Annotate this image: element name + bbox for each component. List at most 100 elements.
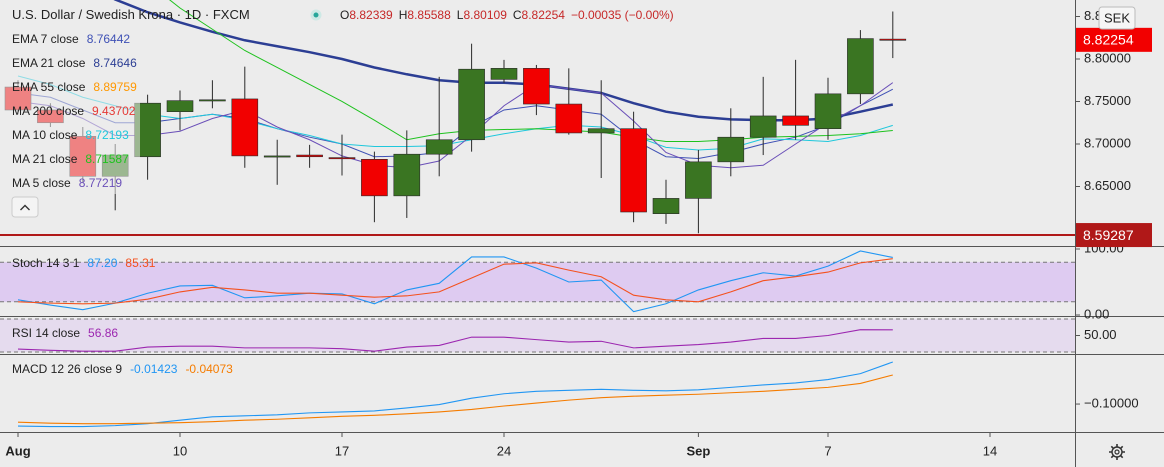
indicator-value: 9.43702 [92,104,136,118]
ohlc-value: 8.82339 [349,8,393,22]
indicator-legend: MA 200 close 9.43702 [12,104,136,118]
collapse-legend-button[interactable] [11,196,39,218]
ohlc-value: 8.82254 [522,8,566,22]
legend-value: -0.01423 [130,362,178,376]
y-tick-label: −0.10000 [1084,395,1139,410]
y-tick-label: 8.75000 [1084,93,1131,108]
indicator-name: EMA 55 close [12,80,86,94]
gear-teeth[interactable] [1109,444,1125,460]
indicator-line [17,88,894,159]
legend-backdrop [4,28,140,194]
candle-body [652,198,680,214]
indicator-line [113,0,894,122]
settings-button[interactable] [1109,444,1125,460]
candle-body [231,98,259,157]
ohlc-value: 8.80109 [463,8,507,22]
currency-button[interactable]: SEK [1098,6,1136,30]
candle-body [263,155,291,158]
indicator-line [17,250,893,313]
collapse-button-box[interactable] [11,196,39,218]
indicator-legend: EMA 55 close 8.89759 [12,80,137,94]
indicator-name: EMA 21 close [12,56,86,70]
indicator-legend: EMA 21 close 8.74646 [12,56,137,70]
ohlc-legend: O8.82339 H8.85588 L8.80109 C8.82254 −0.00035… [340,8,674,22]
indicator-line [17,329,893,352]
candle-body [879,38,907,41]
gear-hub[interactable] [1114,449,1120,455]
ohlc-label: L [457,8,464,22]
candle-body [199,99,226,102]
x-tick-label: 24 [497,443,511,458]
axes: Aug101724Sep7148.850008.800008.750008.70… [5,8,1152,458]
currency-button-box[interactable] [1098,6,1136,30]
candle-body [587,128,615,134]
x-tick-label: 7 [824,443,831,458]
legend-value: -0.04073 [185,362,233,376]
y-tick-label: 8.70000 [1084,135,1131,150]
price-marker-label: 8.59287 [1083,227,1134,243]
indicator-value: 8.76442 [87,32,131,46]
y-tick-label: 8.80000 [1084,50,1131,65]
candle-body [361,158,388,197]
pane-title: MACD 12 26 close 9 [12,362,122,376]
candle-body [328,157,356,160]
candle-body [782,115,809,126]
candle-body [814,93,842,129]
ohlc-label: C [513,8,522,22]
indicator-legend: MA 5 close 8.77219 [12,176,122,190]
candle-body [490,68,518,80]
candle-body [685,161,712,199]
market-status-dot [310,9,322,21]
indicator-name: MA 5 close [12,176,71,190]
indicator-line [17,374,893,425]
change-value: −0.00035 (−0.00%) [571,8,674,22]
y-tick-label: 50.00 [1084,327,1117,342]
legend-value: 87.20 [87,256,117,270]
indicator-name: MA 200 close [12,104,84,118]
y-tick-label: 0.00 [1084,306,1109,321]
candle-body [393,153,421,197]
y-tick-label: 8.65000 [1084,178,1131,193]
ohlc-value: 8.85588 [407,8,451,22]
indicator-name: MA 10 close [12,128,78,142]
indicator-value: 8.77219 [79,176,123,190]
pane-legend: RSI 14 close 56.86 [12,326,118,340]
candle-body [847,38,874,95]
chart-title: U.S. Dollar / Swedish Krona · 1D · FXCM [12,7,250,22]
indicator-legend: MA 21 close 8.71587 [12,152,129,166]
pane-title: Stoch 14 3 1 [12,256,80,270]
legends: Stoch 14 3 1 87.20 85.31 RSI 14 close 56.86 M… [4,7,674,376]
candle-body [717,136,745,163]
x-tick-label: 10 [173,443,187,458]
indicator-line [17,361,893,428]
indicator-value: 8.72193 [85,128,129,142]
legend-value: 85.31 [125,256,155,270]
pane-legend: Stoch 14 3 1 87.20 85.31 [12,256,156,270]
pane-legend: MACD 12 26 close 9 -0.01423 -0.04073 [12,362,233,376]
indicator-line [17,258,893,305]
pane [17,361,893,428]
x-tick-label: 14 [983,443,997,458]
pane [0,250,1075,313]
candle-body [555,103,583,134]
ohlc-label: H [399,8,408,22]
x-tick-label: Sep [686,443,710,458]
pane-title: RSI 14 close [12,326,80,340]
indicator-value: 8.71587 [85,152,129,166]
candle-body [425,139,453,155]
indicator-value: 8.89759 [93,80,137,94]
indicator-line [17,82,894,169]
indicator-value: 8.74646 [93,56,137,70]
indicator-name: EMA 7 close [12,32,79,46]
indicator-legend: MA 10 close 8.72193 [12,128,129,142]
currency-label[interactable]: SEK [1104,10,1130,25]
collapse-icon[interactable] [20,204,30,211]
candle-body [296,154,323,158]
candle-body [458,68,485,141]
x-tick-label: Aug [5,443,30,458]
candle-body [166,100,194,112]
candle-body [620,128,647,213]
pane [0,318,1075,353]
